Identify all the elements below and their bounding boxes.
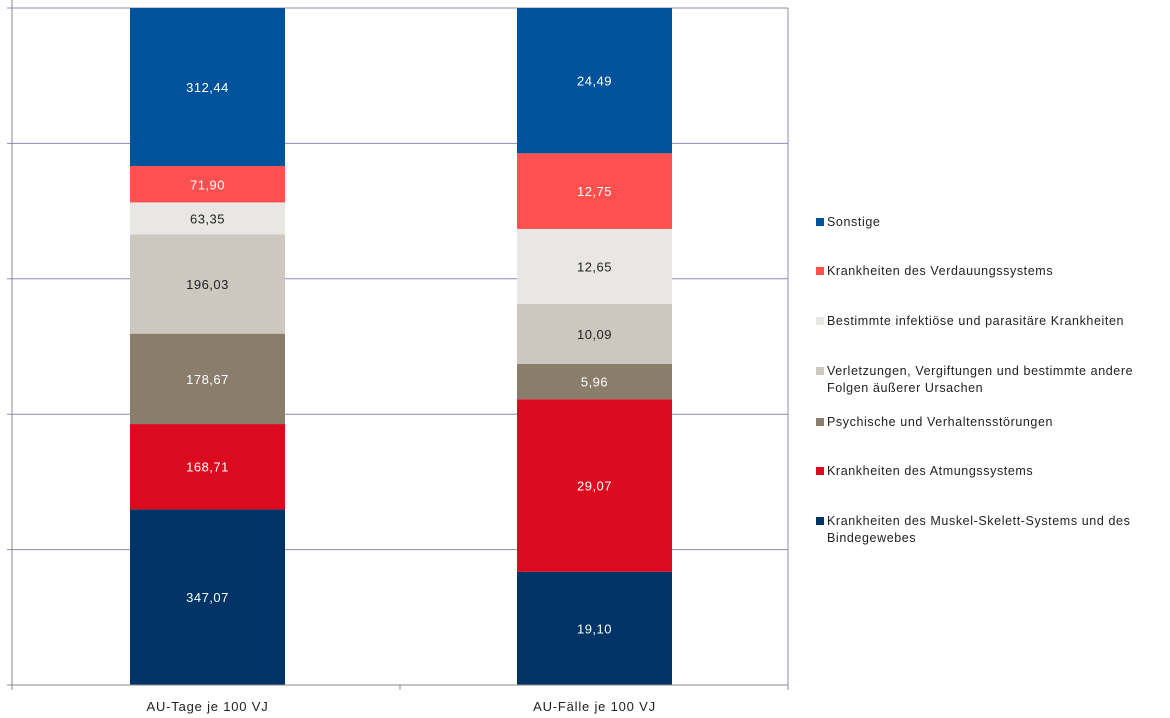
legend-label: Krankheiten des Verdauungssystems (827, 264, 1054, 278)
legend-label: Sonstige (827, 215, 881, 229)
legend-swatch (816, 517, 824, 525)
legend-label: Krankheiten des Atmungssystems (827, 464, 1034, 478)
data-label: 5,96 (581, 375, 608, 390)
bar-segment-krankheiten-des-atmungssystems (517, 399, 672, 572)
bar-segment-sonstige (130, 8, 285, 167)
x-tick-labels: AU-Tage je 100 VJ AU-Fälle je 100 VJ (147, 699, 656, 714)
legend-item-krankheiten-des-muskel-skelett-systems-und-des-bindegewebes: Krankheiten des Muskel-Skelett-Systems u… (816, 513, 1157, 547)
bar-segment-verletzungen-vergiftungen-und-bestimmte-andere-folgen-aeusserer-ursachen (517, 303, 672, 364)
legend: Sonstige Krankheiten des Verdauungssystem… (816, 0, 1170, 718)
data-label: 24,49 (577, 74, 612, 89)
data-label: 10,09 (577, 327, 612, 342)
legend-item-krankheiten-des-atmungssystems: Krankheiten des Atmungssystems (816, 463, 1157, 480)
data-label: 19,10 (577, 621, 612, 636)
legend-swatch (816, 367, 824, 375)
data-label: 178,67 (186, 372, 229, 387)
legend-item-psychische-und-verhaltensstoerungen: Psychische und Verhaltensstörungen (816, 414, 1157, 431)
data-label: 312,44 (186, 80, 229, 95)
legend-label: Krankheiten des Muskel-Skelett-Systems u… (827, 514, 1131, 545)
legend-swatch (816, 418, 824, 426)
bar-segment-bestimmte-infektioese-und-parasitaere-krankheiten (130, 202, 285, 235)
data-label: 347,07 (186, 590, 229, 605)
bar-segment-krankheiten-des-muskel-skelett-systems-und-des-bindegewebes (130, 509, 285, 685)
data-label: 12,75 (577, 184, 612, 199)
x-tick-label: AU-Tage je 100 VJ (147, 699, 269, 714)
legend-swatch (816, 467, 824, 475)
bar-segment-krankheiten-des-verdauungssystems (130, 166, 285, 203)
bar-segment-sonstige (517, 8, 672, 154)
legend-swatch (816, 317, 824, 325)
legend-item-verletzungen-vergiftungen-und-bestimmte-andere-folgen-aeusserer-ursachen: Verletzungen, Vergiftungen und bestimmte… (816, 363, 1157, 397)
stacked-bar-chart: 347,07 168,71 178,67 196,03 63,35 71,90 312,44… (7, 0, 789, 714)
bar-segment-krankheiten-des-muskel-skelett-systems-und-des-bindegewebes (517, 571, 672, 685)
data-label: 63,35 (190, 211, 225, 226)
bar-segment-krankheiten-des-atmungssystems (130, 424, 285, 510)
legend-label: Psychische und Verhaltensstörungen (827, 415, 1054, 429)
data-label: 168,71 (186, 460, 229, 475)
bar-segment-psychische-und-verhaltensstoerungen (130, 333, 285, 425)
bar-segment-krankheiten-des-verdauungssystems (517, 153, 672, 229)
bar-segment-psychische-und-verhaltensstoerungen (517, 363, 672, 400)
legend-item-krankheiten-des-verdauungssystems: Krankheiten des Verdauungssystems (816, 263, 1157, 280)
legend-swatch (816, 267, 824, 275)
data-labels: 347,07 168,71 178,67 196,03 63,35 71,90 312,44… (186, 74, 612, 637)
bar-segment-verletzungen-vergiftungen-und-bestimmte-andere-folgen-aeusserer-ursachen (130, 234, 285, 334)
legend-item-bestimmte-infektioese-und-parasitaere-krankheiten: Bestimmte infektiöse und parasitäre Kran… (816, 313, 1157, 330)
bar-segment-bestimmte-infektioese-und-parasitaere-krankheiten (517, 228, 672, 304)
data-label: 196,03 (186, 277, 229, 292)
data-label: 71,90 (190, 177, 225, 192)
legend-label: Bestimmte infektiöse und parasitäre Kran… (827, 314, 1125, 328)
legend-item-sonstige: Sonstige (816, 214, 1157, 231)
legend-swatch (816, 218, 824, 226)
bars (130, 8, 672, 685)
data-label: 29,07 (577, 478, 612, 493)
data-label: 12,65 (577, 259, 612, 274)
legend-label: Verletzungen, Vergiftungen und bestimmte… (827, 364, 1134, 395)
axes (7, 0, 789, 690)
x-tick-label: AU-Fälle je 100 VJ (533, 699, 656, 714)
